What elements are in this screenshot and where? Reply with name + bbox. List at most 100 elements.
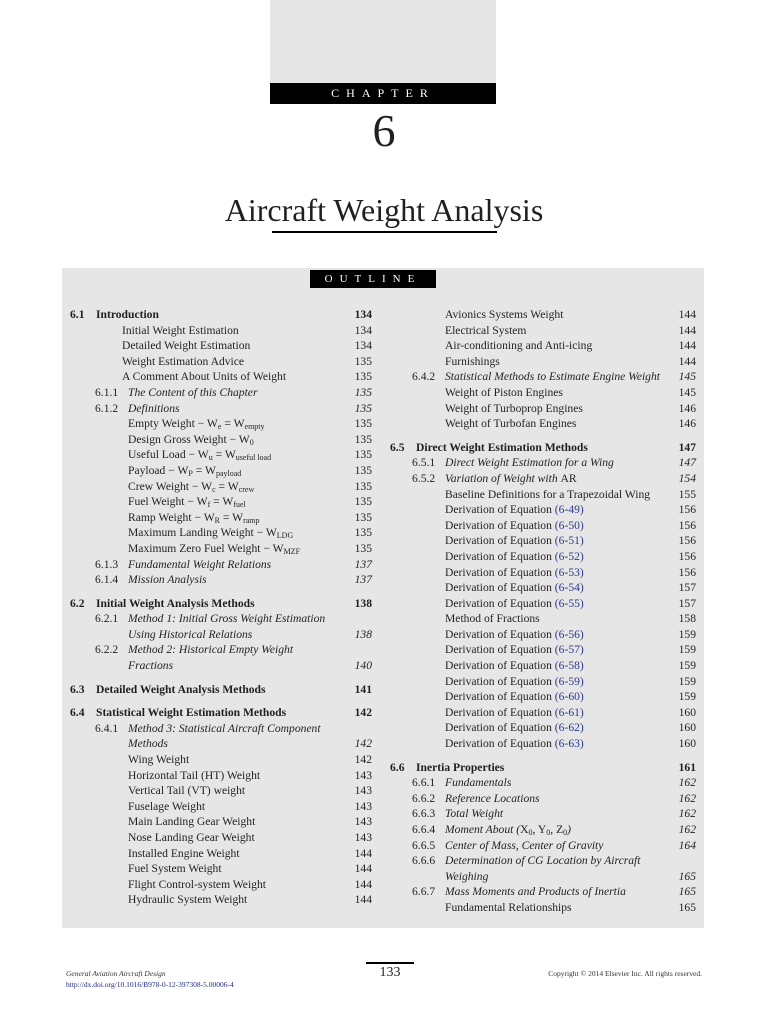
toc-entry[interactable]: Baseline Definitions for a Trapezoidal W… [390,487,696,503]
toc-entry[interactable]: Derivation of Equation (6-60) 159 [390,689,696,705]
toc-entry[interactable]: Fundamental Relationships 165 [390,900,696,916]
toc-entry[interactable]: 6.5 Direct Weight Estimation Methods 147 [390,440,696,456]
toc-entry[interactable]: Weight of Piston Engines 145 [390,385,696,401]
toc-entry[interactable]: Air-conditioning and Anti-icing 144 [390,338,696,354]
toc-entry[interactable]: Derivation of Equation (6-61) 160 [390,705,696,721]
toc-entry[interactable]: Derivation of Equation (6-63) 160 [390,736,696,752]
toc-entry[interactable]: 6.1.4 Mission Analysis 137 [70,572,372,588]
equation-link[interactable]: (6-61) [554,705,584,719]
toc-entry[interactable]: Derivation of Equation (6-59) 159 [390,674,696,690]
equation-link[interactable]: (6-63) [554,737,584,751]
equation-link[interactable]: (6-53) [554,565,584,579]
toc-entry[interactable]: 6.6.5 Center of Mass, Center of Gravity 16… [390,838,696,854]
toc-entry[interactable]: Derivation of Equation (6-50) 156 [390,518,696,534]
equation-link[interactable]: (6-49) [554,503,584,517]
doi-link[interactable]: http://dx.doi.org/10.1016/B978-0-12-3973… [66,980,234,989]
toc-entry[interactable]: Weight of Turbofan Engines 146 [390,416,696,432]
toc-entry[interactable]: Useful Load − Wu = Wuseful load 135 [70,447,372,463]
toc-entry[interactable]: Wing Weight 142 [70,752,372,768]
equation-link[interactable]: (6-52) [554,549,584,563]
toc-entry[interactable]: Electrical System 144 [390,323,696,339]
equation-link[interactable]: (6-50) [554,518,584,532]
toc-entry-title: Derivation of Equation (6-59) [445,674,584,690]
toc-entry[interactable]: Empty Weight − We = Wempty 135 [70,416,372,432]
toc-entry[interactable]: Nose Landing Gear Weight 143 [70,830,372,846]
toc-entry[interactable]: 6.5.1 Direct Weight Estimation for a Wing… [390,455,696,471]
toc-entry[interactable]: 6.1.2 Definitions 135 [70,401,372,417]
equation-link[interactable]: (6-57) [554,643,584,657]
toc-entry[interactable]: Derivation of Equation (6-49) 156 [390,502,696,518]
toc-entry[interactable]: 6.6.1 Fundamentals 162 [390,775,696,791]
toc-entry[interactable]: Derivation of Equation (6-57) 159 [390,642,696,658]
toc-entry[interactable]: Ramp Weight − WR = Wramp 135 [70,510,372,526]
toc-entry[interactable]: Maximum Landing Weight − WLDG 135 [70,525,372,541]
toc-entry[interactable]: Installed Engine Weight 144 [70,846,372,862]
toc-entry[interactable]: 6.4.1 Method 3: Statistical Aircraft Comp… [70,721,372,737]
title-text: = W [215,479,239,493]
toc-entry[interactable]: Avionics Systems Weight 144 [390,307,696,323]
toc-entry[interactable]: Design Gross Weight − W0 135 [70,432,372,448]
upright-text: X [520,823,529,836]
equation-link[interactable]: (6-59) [554,674,584,688]
toc-entry[interactable]: Maximum Zero Fuel Weight − WMZF 135 [70,541,372,557]
toc-entry[interactable]: 6.1.3 Fundamental Weight Relations 137 [70,557,372,573]
toc-entry[interactable]: 6.6.2 Reference Locations 162 [390,791,696,807]
title-text: Detailed Weight Estimation [122,339,251,353]
equation-link[interactable]: (6-51) [554,534,584,548]
toc-entry[interactable]: Flight Control-system Weight 144 [70,877,372,893]
toc-entry[interactable]: Fuselage Weight 143 [70,799,372,815]
toc-entry[interactable]: Derivation of Equation (6-51) 156 [390,533,696,549]
toc-entry[interactable]: 6.2.2 Method 2: Historical Empty Weight [70,642,372,658]
toc-entry[interactable]: Fuel Weight − Wf = Wfuel 135 [70,494,372,510]
toc-entry[interactable]: Derivation of Equation (6-55) 157 [390,596,696,612]
toc-entry[interactable]: 6.6.3 Total Weight 162 [390,806,696,822]
title-text: Derivation of Equation [445,659,555,673]
toc-entry[interactable]: Initial Weight Estimation 134 [70,323,372,339]
toc-entry[interactable]: Derivation of Equation (6-52) 156 [390,549,696,565]
title-text: Derivation of Equation [445,721,555,735]
toc-entry[interactable]: Methods 142 [70,736,372,752]
toc-entry[interactable]: Crew Weight − Wc = Wcrew 135 [70,479,372,495]
equation-link[interactable]: (6-54) [554,581,584,595]
toc-entry[interactable]: 6.6.7 Mass Moments and Products of Inerti… [390,884,696,900]
toc-entry[interactable]: Vertical Tail (VT) weight 143 [70,783,372,799]
toc-entry[interactable]: 6.2.1 Method 1: Initial Gross Weight Esti… [70,611,372,627]
toc-entry[interactable]: Payload − WP = Wpayload 135 [70,463,372,479]
equation-link[interactable]: (6-62) [554,721,584,735]
equation-link[interactable]: (6-60) [554,690,584,704]
toc-entry[interactable]: Derivation of Equation (6-58) 159 [390,658,696,674]
toc-entry[interactable]: Horizontal Tail (HT) Weight 143 [70,768,372,784]
toc-entry[interactable]: 6.3 Detailed Weight Analysis Methods 141 [70,682,372,698]
toc-entry[interactable]: Method of Fractions 158 [390,611,696,627]
toc-entry[interactable]: Detailed Weight Estimation 134 [70,338,372,354]
toc-entry[interactable]: Weight of Turboprop Engines 146 [390,401,696,417]
toc-entry[interactable]: 6.4 Statistical Weight Estimation Methods… [70,705,372,721]
toc-entry[interactable]: 6.2 Initial Weight Analysis Methods 138 [70,596,372,612]
toc-entry[interactable]: Weight Estimation Advice 135 [70,354,372,370]
toc-entry[interactable]: Main Landing Gear Weight 143 [70,814,372,830]
toc-entry[interactable]: 6.6 Inertia Properties 161 [390,760,696,776]
equation-link[interactable]: (6-55) [554,596,584,610]
toc-entry[interactable]: Derivation of Equation (6-62) 160 [390,720,696,736]
toc-entry[interactable]: 6.4.2 Statistical Methods to Estimate Eng… [390,369,696,385]
page-number: 145 [678,385,696,399]
toc-entry[interactable]: 6.6.6 Determination of CG Location by Air… [390,853,696,869]
toc-entry[interactable]: Hydraulic System Weight 144 [70,892,372,908]
toc-entry[interactable]: Derivation of Equation (6-54) 157 [390,580,696,596]
toc-entry[interactable]: 6.1 Introduction 134 [70,307,372,323]
toc-entry[interactable]: Derivation of Equation (6-56) 159 [390,627,696,643]
toc-entry[interactable]: Fuel System Weight 144 [70,861,372,877]
toc-entry[interactable]: A Comment About Units of Weight 135 [70,369,372,385]
toc-entry[interactable]: Fractions 140 [70,658,372,674]
equation-link[interactable]: (6-56) [554,627,584,641]
toc-entry[interactable]: 6.1.1 The Content of this Chapter 135 [70,385,372,401]
title-text: Air-conditioning and Anti-icing [445,339,593,353]
toc-entry[interactable]: 6.5.2 Variation of Weight with AR 154 [390,471,696,487]
toc-entry[interactable]: Weighing 165 [390,869,696,885]
equation-link[interactable]: (6-58) [554,659,584,673]
toc-entry[interactable]: Furnishings 144 [390,354,696,370]
title-text: Derivation of Equation [445,627,555,641]
toc-entry[interactable]: Using Historical Relations 138 [70,627,372,643]
toc-entry[interactable]: Derivation of Equation (6-53) 156 [390,565,696,581]
toc-entry[interactable]: 6.6.4 Moment About (X0, Y0, Z0) 162 [390,822,696,838]
